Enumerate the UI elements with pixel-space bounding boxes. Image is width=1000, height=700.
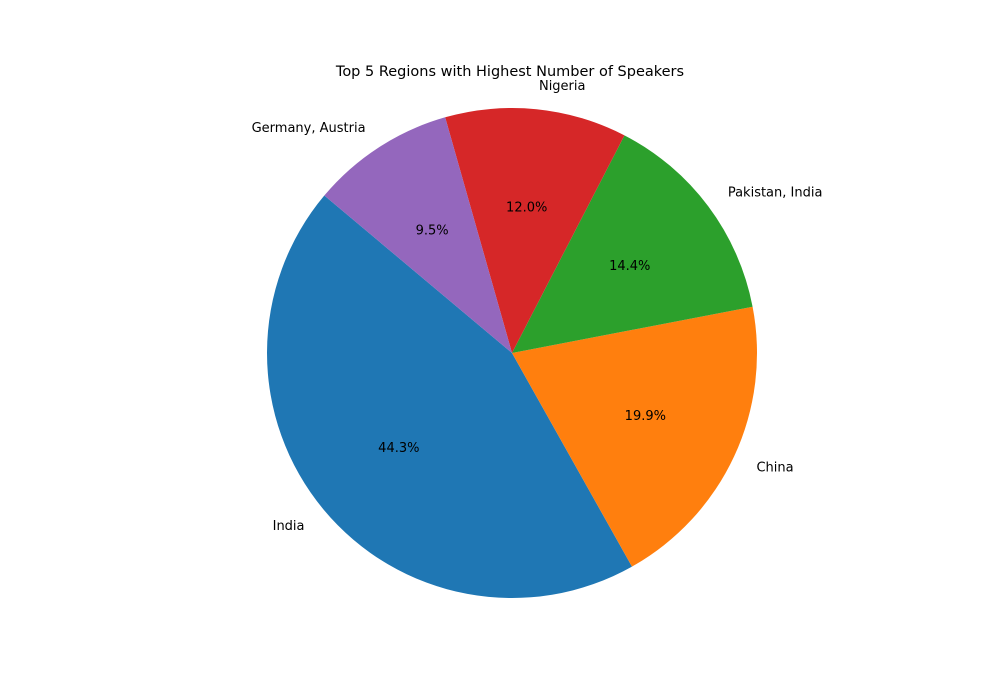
pie-category-label: Nigeria — [539, 79, 586, 94]
pie-percent-label: 14.4% — [609, 259, 650, 274]
pie-category-label: China — [756, 460, 793, 475]
pie-slice-pakistan-india — [512, 135, 753, 353]
pie-slices — [267, 108, 758, 598]
pie-slice-nigeria — [445, 108, 625, 353]
pie-category-label: Germany, Austria — [252, 121, 366, 136]
pie-slice-china — [512, 306, 758, 567]
pie-slice-india — [267, 195, 632, 598]
pie-labels: 44.3% India 19.9% China 14.4% Pakistan, India… — [252, 79, 823, 534]
pie-percent-label: 44.3% — [378, 441, 419, 456]
pie-percent-label: 19.9% — [625, 409, 666, 424]
pie-percent-label: 9.5% — [416, 224, 449, 239]
pie-slice-germany-austria — [324, 117, 512, 353]
pie-percent-label: 12.0% — [506, 201, 547, 216]
pie-category-label: Pakistan, India — [728, 186, 823, 201]
chart-title: Top 5 Regions with Highest Number of Spe… — [335, 64, 684, 80]
pie-category-label: India — [273, 519, 305, 534]
